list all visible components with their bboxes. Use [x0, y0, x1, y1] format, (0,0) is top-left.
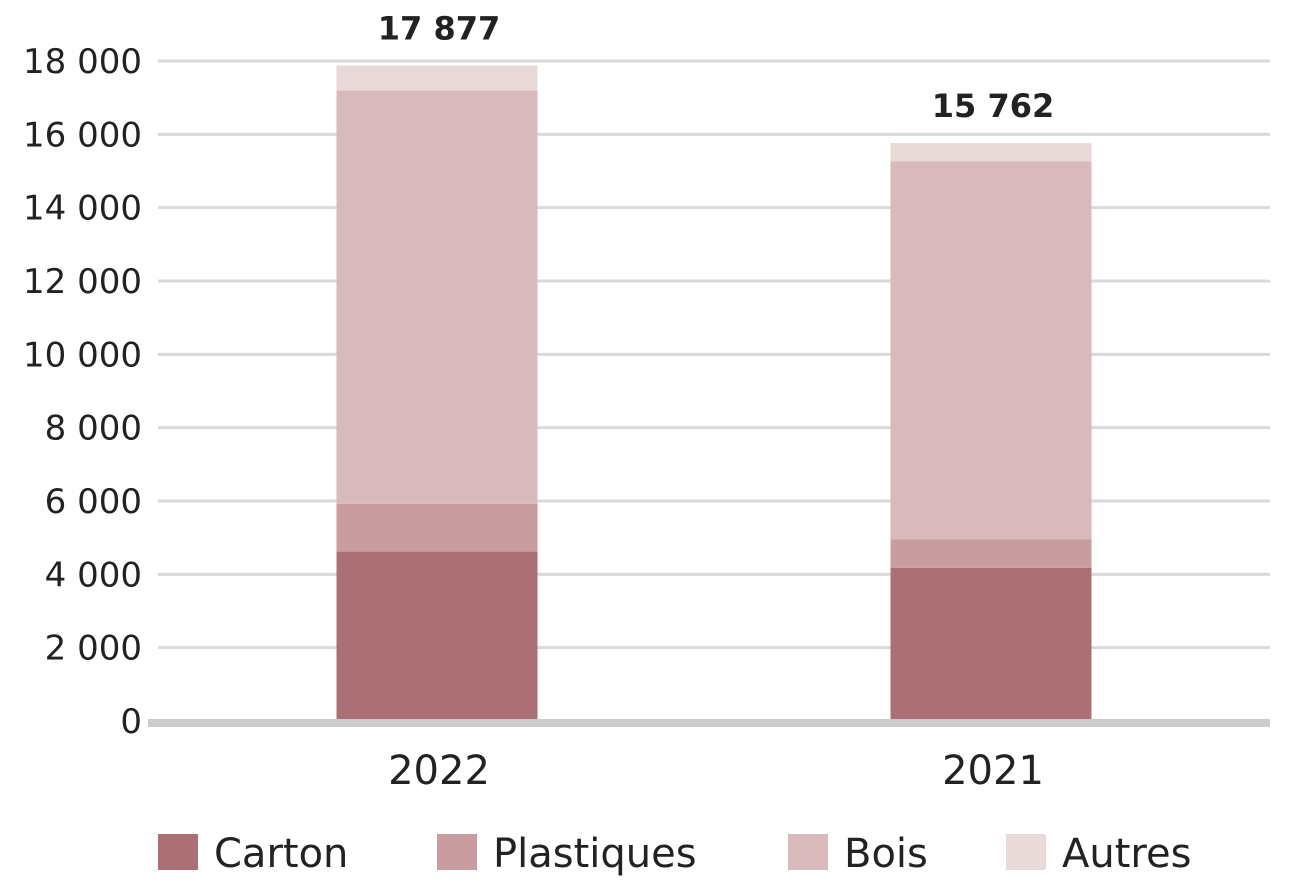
- bar-segment-plastiques-2021: [890, 539, 1092, 568]
- bar-segment-carton-2021: [890, 567, 1092, 721]
- legend-label: Bois: [844, 831, 928, 877]
- y-tick-label: 6 000: [45, 482, 142, 522]
- y-tick-label: 14 000: [23, 189, 142, 229]
- legend-item-plastiques: Plastiques: [437, 831, 697, 877]
- legend-swatch: [1006, 834, 1046, 870]
- grid-lines: [158, 59, 1270, 650]
- x-category-label: 2021: [942, 748, 1044, 794]
- total-label-2022: 17 877: [378, 10, 500, 48]
- bar-segment-bois-2022: [336, 90, 538, 504]
- total-labels: 17 877 15 762: [378, 10, 1054, 126]
- bar-segment-autres-2022: [336, 65, 538, 91]
- legend-item-autres: Autres: [1006, 831, 1191, 877]
- legend-swatch: [158, 834, 198, 870]
- legend-item-carton: Carton: [158, 831, 348, 877]
- legend-item-bois: Bois: [788, 831, 928, 877]
- total-label-2021: 15 762: [932, 87, 1054, 125]
- y-tick-label: 4 000: [45, 555, 142, 595]
- y-tick-label: 16 000: [23, 115, 142, 155]
- legend-swatch: [437, 834, 477, 870]
- legend-label: Autres: [1062, 831, 1191, 877]
- x-category-label: 2022: [388, 748, 490, 794]
- legend-label: Carton: [214, 831, 348, 877]
- legend-swatch: [788, 834, 828, 870]
- bar-segment-bois-2021: [890, 161, 1092, 540]
- bar-segment-plastiques-2022: [336, 503, 538, 552]
- legend: Carton Plastiques Bois Autres: [158, 831, 1191, 877]
- y-tick-label: 0: [120, 702, 142, 742]
- x-axis-category-labels: 2022 2021: [388, 748, 1044, 794]
- bars: [336, 65, 1092, 721]
- y-tick-label: 8 000: [45, 409, 142, 449]
- legend-label: Plastiques: [493, 831, 697, 877]
- y-tick-label: 10 000: [23, 335, 142, 375]
- y-axis-tick-labels: 0 2 000 4 000 6 000 8 000 10 000 12 000 14 000 1…: [23, 42, 142, 742]
- bar-segment-autres-2021: [890, 143, 1092, 162]
- y-tick-label: 18 000: [23, 42, 142, 82]
- y-tick-label: 12 000: [23, 262, 142, 302]
- y-tick-label: 2 000: [45, 629, 142, 669]
- bar-segment-carton-2022: [336, 551, 538, 721]
